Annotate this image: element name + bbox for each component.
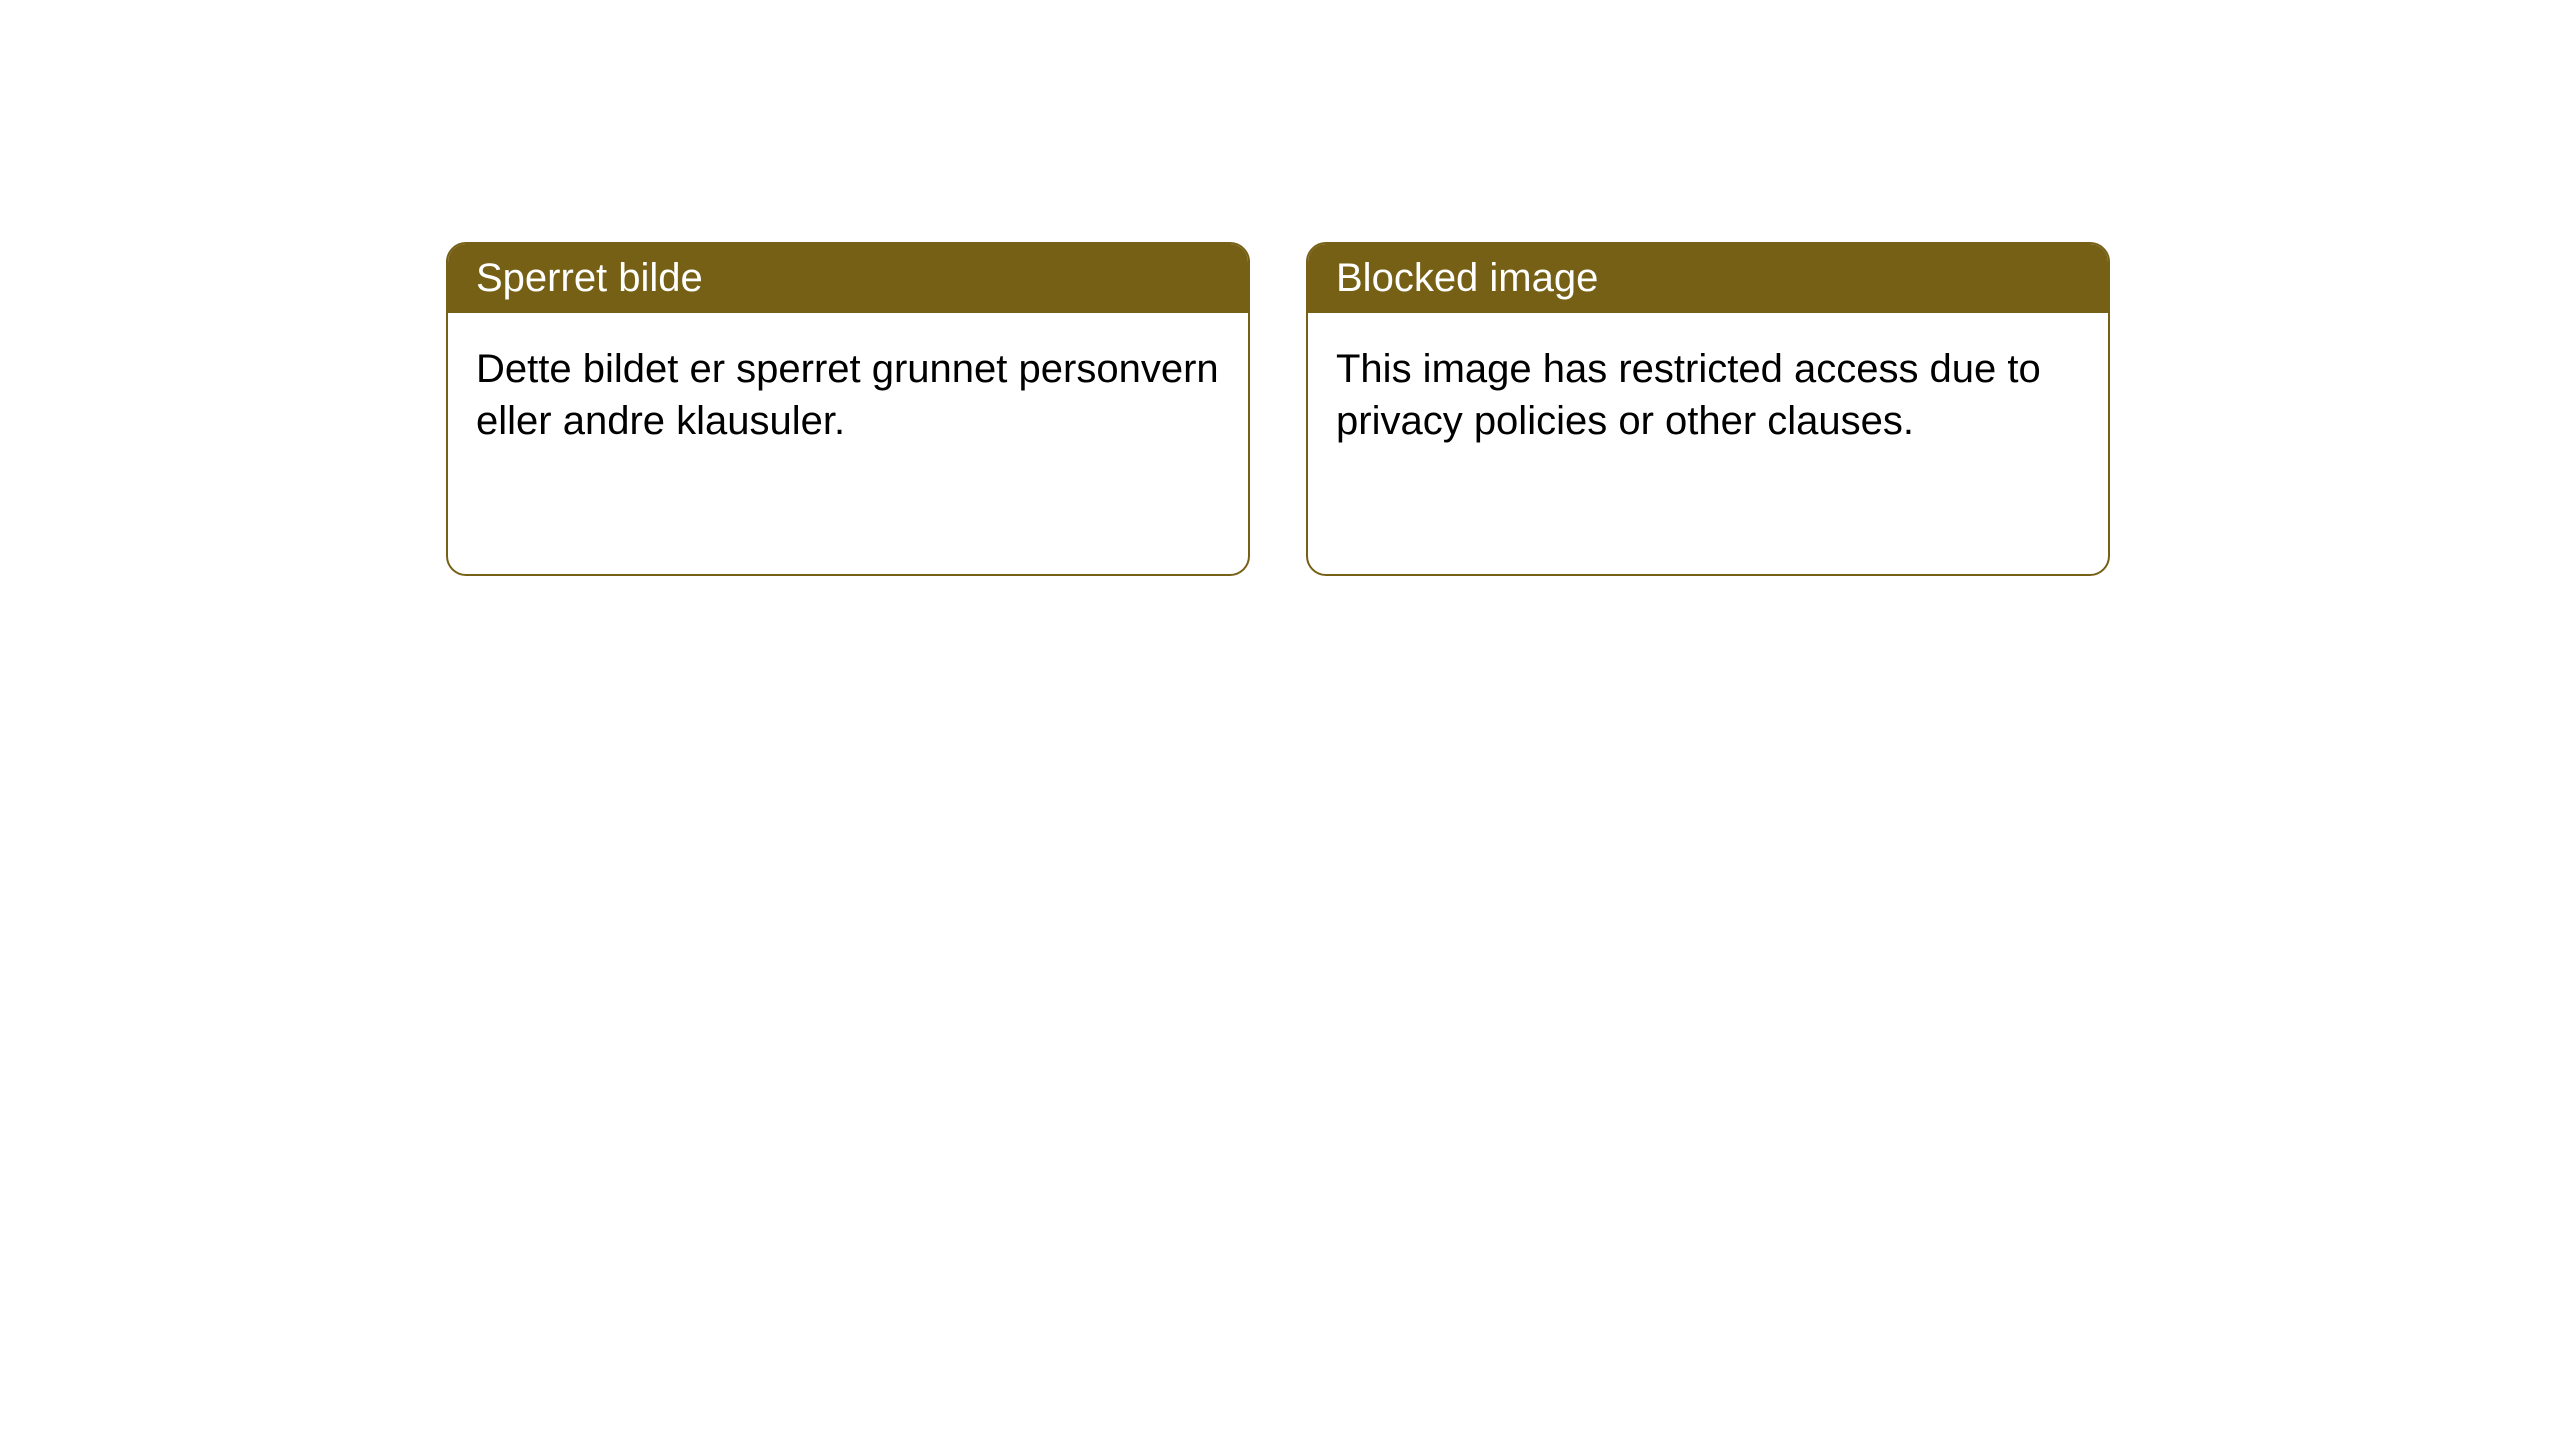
- notice-body: Dette bildet er sperret grunnet personve…: [448, 313, 1248, 574]
- notice-card-norwegian: Sperret bilde Dette bildet er sperret gr…: [446, 242, 1250, 576]
- notice-header: Blocked image: [1308, 244, 2108, 313]
- notice-header: Sperret bilde: [448, 244, 1248, 313]
- notice-message: Dette bildet er sperret grunnet personve…: [476, 347, 1219, 443]
- notice-title: Sperret bilde: [476, 256, 703, 300]
- notice-container: Sperret bilde Dette bildet er sperret gr…: [0, 0, 2560, 576]
- notice-message: This image has restricted access due to …: [1336, 347, 2041, 443]
- notice-body: This image has restricted access due to …: [1308, 313, 2108, 574]
- notice-card-english: Blocked image This image has restricted …: [1306, 242, 2110, 576]
- notice-title: Blocked image: [1336, 256, 1598, 300]
